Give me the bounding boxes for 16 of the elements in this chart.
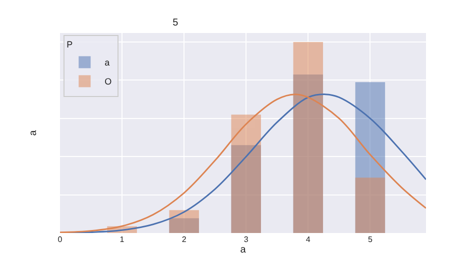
x-tick-label: 2: [182, 235, 187, 244]
legend-label: O: [104, 76, 112, 87]
x-tick-label: 3: [244, 235, 249, 244]
bar: [169, 210, 199, 233]
x-axis-title: a: [240, 244, 246, 256]
bar: [293, 42, 324, 233]
bar: [231, 114, 261, 233]
x-tick-label: 1: [120, 235, 125, 244]
chart-title: 5: [172, 17, 179, 28]
x-tick-label: 0: [58, 235, 63, 244]
legend-label: a: [104, 58, 110, 68]
x-tick-label: 5: [368, 235, 373, 244]
bar: [355, 178, 386, 233]
x-tick-label: 4: [306, 235, 311, 244]
y-axis-title: a: [28, 130, 39, 136]
legend-title: P: [66, 40, 73, 50]
